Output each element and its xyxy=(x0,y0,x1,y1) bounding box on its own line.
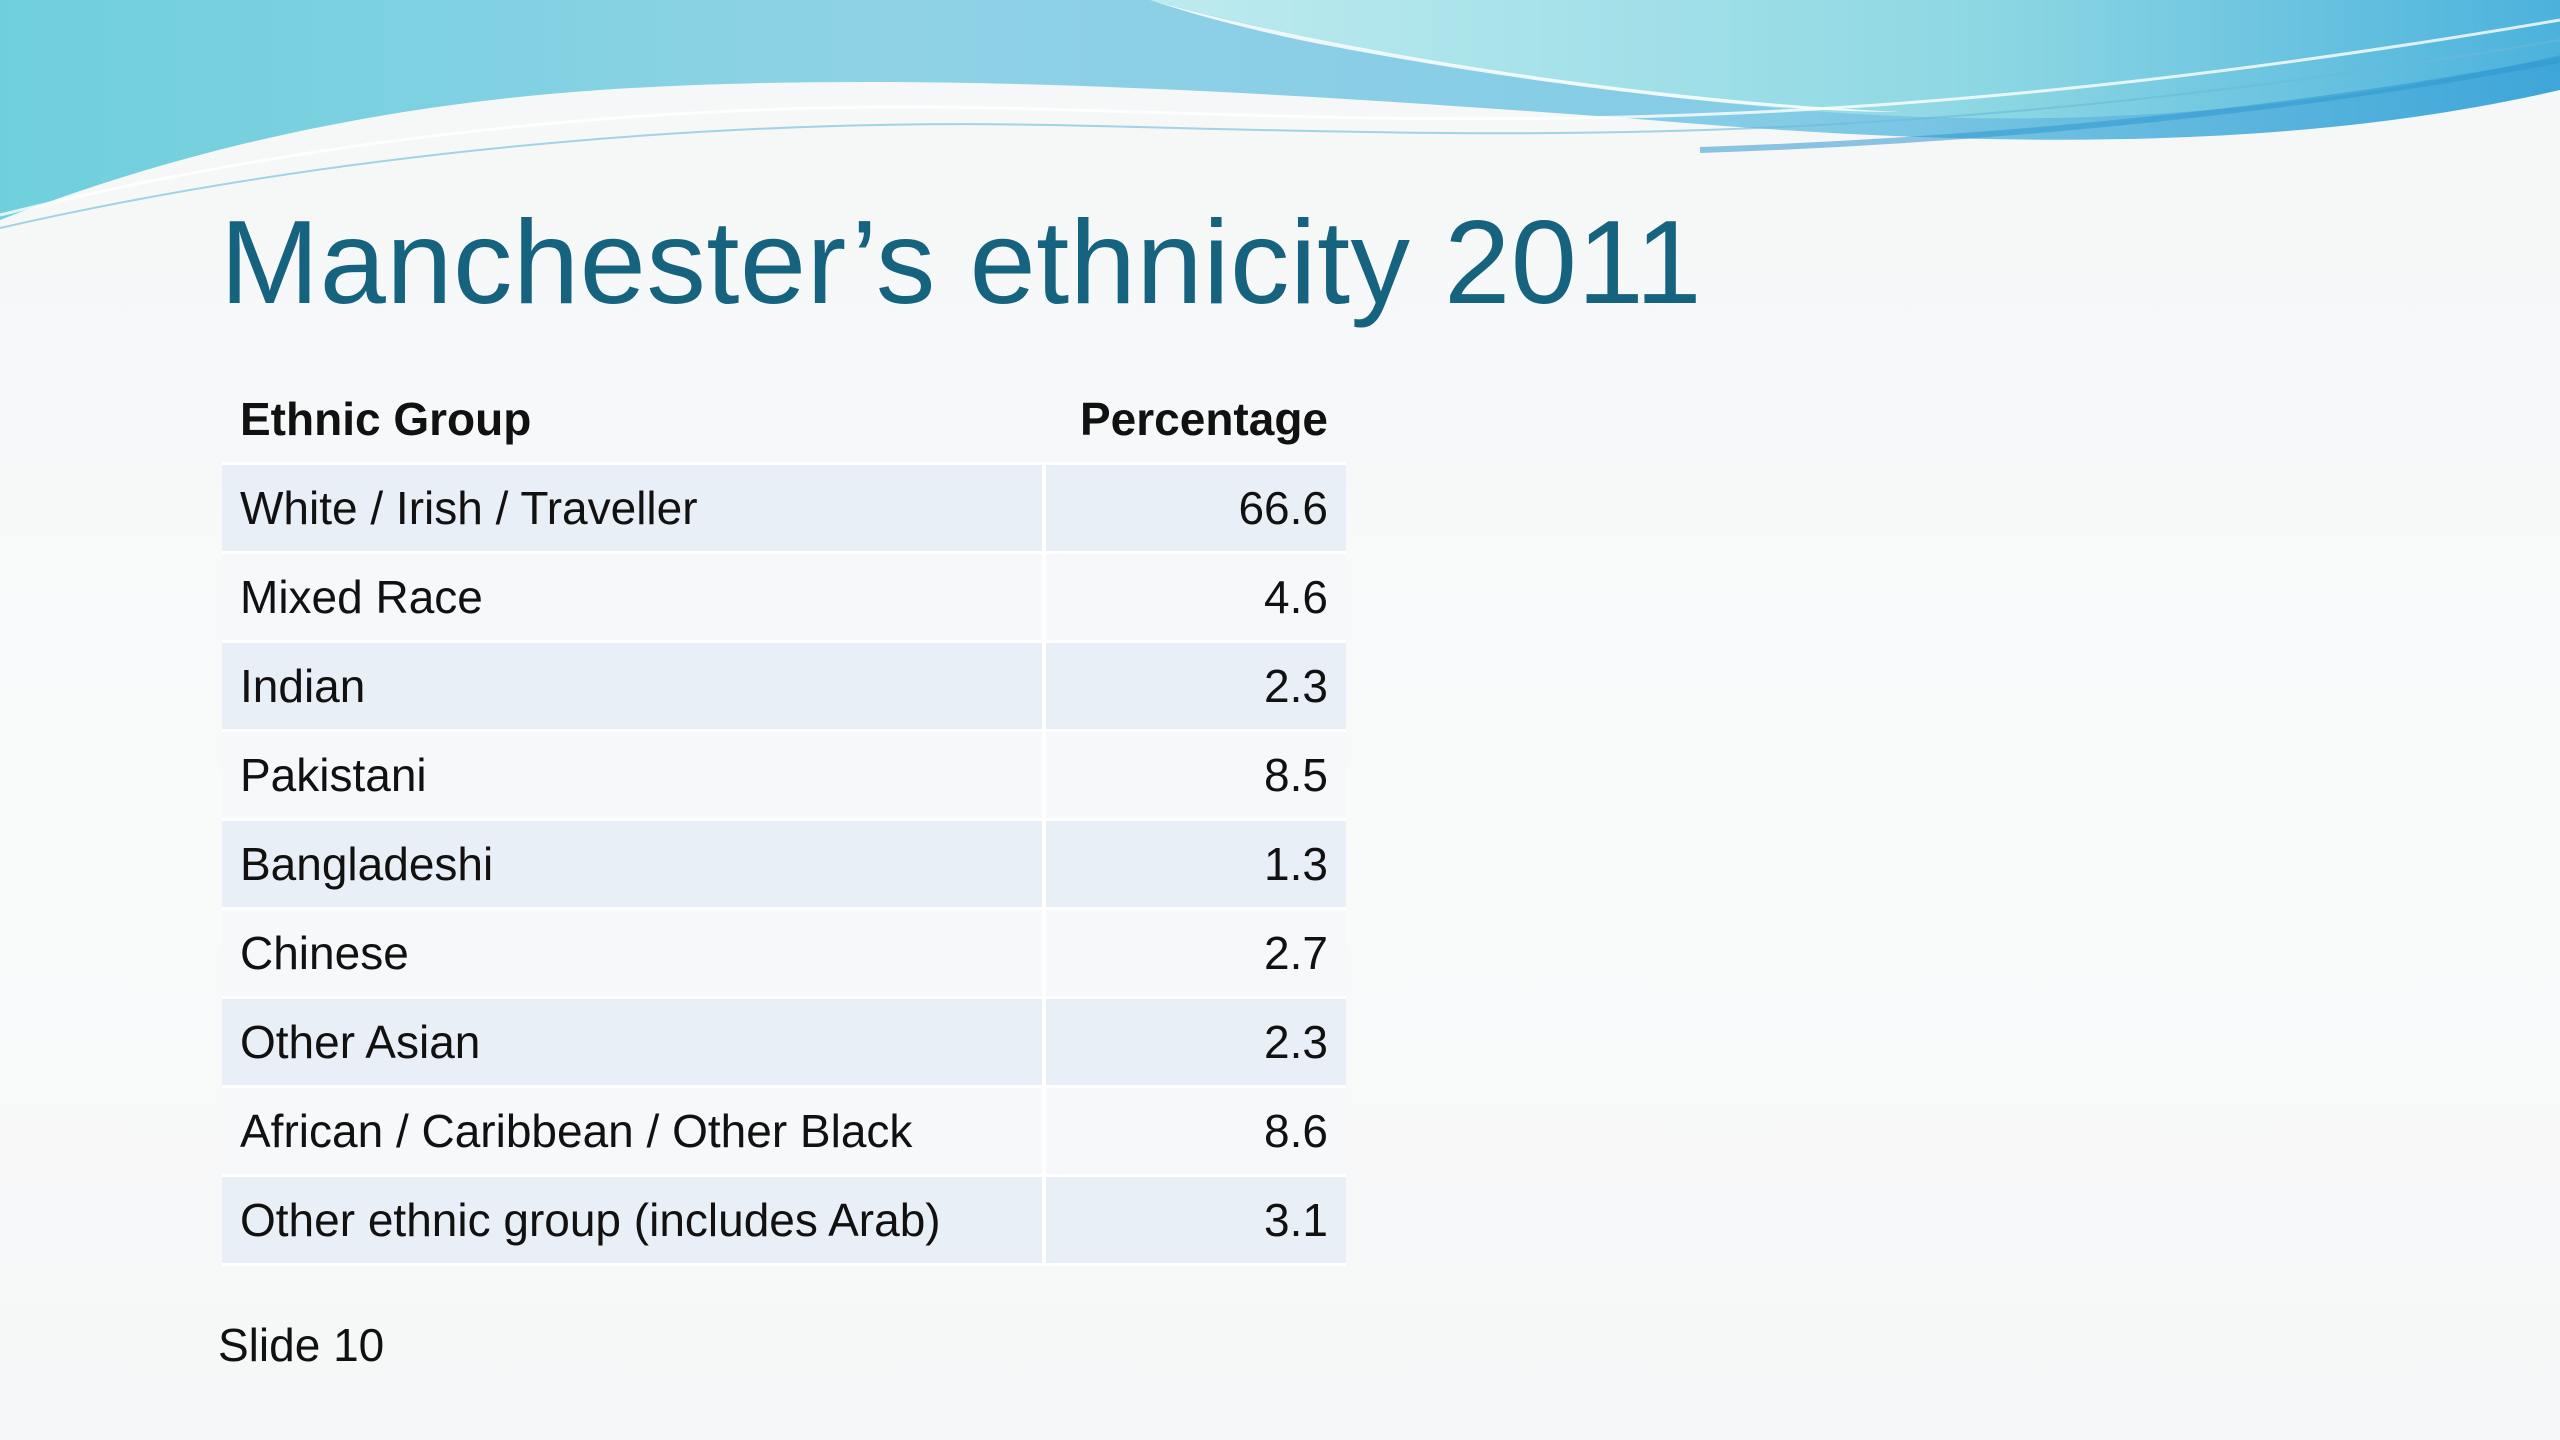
ethnic-group-cell: Indian xyxy=(222,643,1046,732)
percentage-cell: 8.5 xyxy=(1046,732,1346,821)
table-row: Chinese 2.7 xyxy=(222,910,1346,999)
ethnic-group-cell: Other ethnic group (includes Arab) xyxy=(222,1177,1046,1266)
percentage-cell: 2.7 xyxy=(1046,910,1346,999)
percentage-cell: 4.6 xyxy=(1046,554,1346,643)
table-row: Bangladeshi 1.3 xyxy=(222,821,1346,910)
table-row: Mixed Race 4.6 xyxy=(222,554,1346,643)
table-row: Pakistani 8.5 xyxy=(222,732,1346,821)
table-row: Indian 2.3 xyxy=(222,643,1346,732)
column-header-percentage: Percentage xyxy=(1046,376,1346,465)
ethnicity-table-container: Ethnic Group Percentage White / Irish / … xyxy=(222,376,1346,1266)
table-header-row: Ethnic Group Percentage xyxy=(222,376,1346,465)
percentage-cell: 3.1 xyxy=(1046,1177,1346,1266)
ethnic-group-cell: Chinese xyxy=(222,910,1046,999)
table-row: Other Asian 2.3 xyxy=(222,999,1346,1088)
percentage-cell: 2.3 xyxy=(1046,999,1346,1088)
ethnic-group-cell: Bangladeshi xyxy=(222,821,1046,910)
slide-number: Slide 10 xyxy=(218,1319,385,1371)
column-header-ethnic-group: Ethnic Group xyxy=(222,376,1046,465)
percentage-cell: 66.6 xyxy=(1046,465,1346,554)
percentage-cell: 2.3 xyxy=(1046,643,1346,732)
ethnic-group-cell: Other Asian xyxy=(222,999,1046,1088)
table-row: White / Irish / Traveller 66.6 xyxy=(222,465,1346,554)
ethnic-group-cell: African / Caribbean / Other Black xyxy=(222,1088,1046,1177)
ethnic-group-cell: Mixed Race xyxy=(222,554,1046,643)
slide-title: Manchester’s ethnicity 2011 xyxy=(220,196,1702,329)
table-row: Other ethnic group (includes Arab) 3.1 xyxy=(222,1177,1346,1266)
percentage-cell: 8.6 xyxy=(1046,1088,1346,1177)
ethnic-group-cell: White / Irish / Traveller xyxy=(222,465,1046,554)
percentage-cell: 1.3 xyxy=(1046,821,1346,910)
table-row: African / Caribbean / Other Black 8.6 xyxy=(222,1088,1346,1177)
ethnic-group-cell: Pakistani xyxy=(222,732,1046,821)
ethnicity-table: Ethnic Group Percentage White / Irish / … xyxy=(222,376,1346,1266)
header-wave-decoration xyxy=(0,0,2560,229)
